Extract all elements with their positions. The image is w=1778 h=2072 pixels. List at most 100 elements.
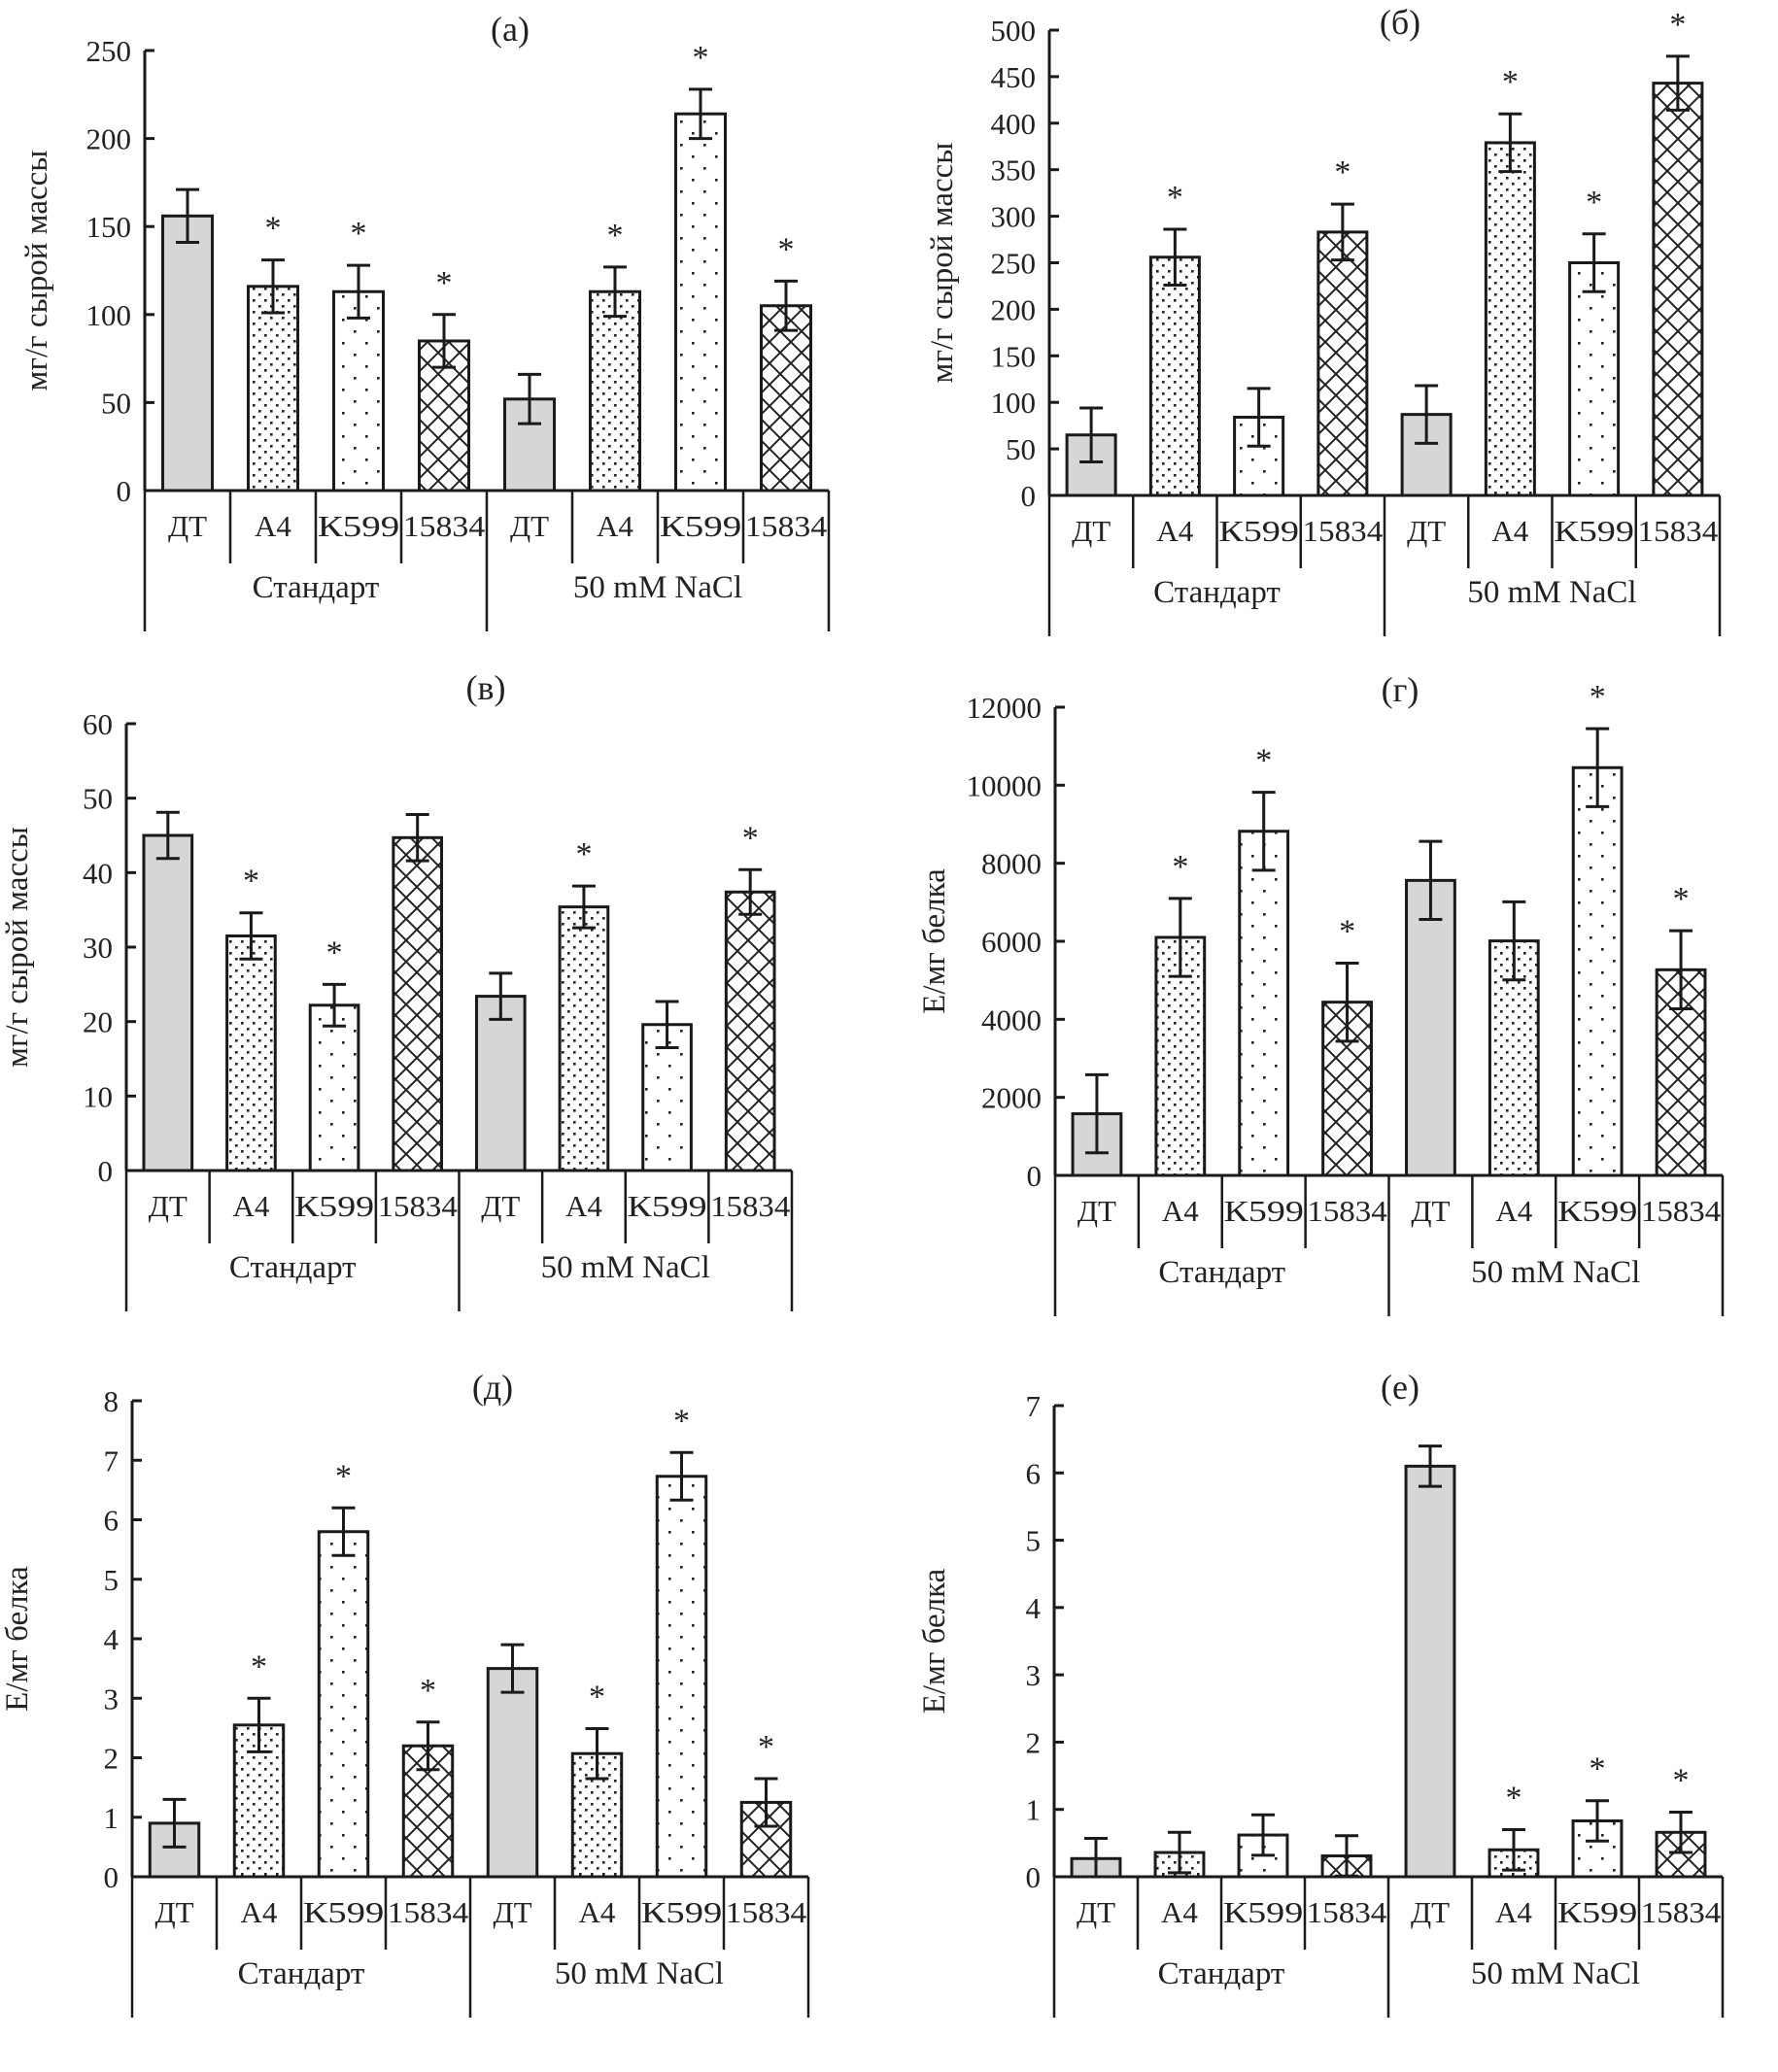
y-tick-label: 250	[86, 34, 132, 68]
x-tick-label: А4	[1161, 1895, 1198, 1929]
y-tick-label: 400	[991, 107, 1037, 141]
significance-marker: *	[265, 211, 282, 247]
x-tick-label: А4	[1156, 514, 1193, 548]
group-label: Стандарт	[238, 1956, 365, 1991]
y-tick-label: 0	[1027, 1159, 1043, 1193]
significance-marker: *	[673, 1403, 690, 1439]
x-tick-label: ДТ	[481, 1189, 520, 1223]
x-tick-label: ДТ	[168, 509, 207, 543]
significance-marker: *	[351, 216, 367, 252]
significance-marker: *	[1673, 881, 1690, 917]
bar	[474, 995, 527, 1172]
y-tick-label: 1	[1026, 1793, 1042, 1827]
x-tick-label: ДТ	[510, 509, 549, 543]
x-tick-label: К599	[1557, 1194, 1637, 1228]
x-tick-label: А4	[565, 1189, 602, 1223]
significance-marker: *	[1590, 1751, 1606, 1787]
bar	[331, 289, 386, 493]
y-tick-label: 7	[1026, 1389, 1042, 1423]
y-tick-label: 6	[1026, 1456, 1042, 1490]
y-tick-label: 4	[1026, 1591, 1042, 1625]
chart-panel-2: (б) мг/г сырой массы 0 50 100 150 200 250 300 350…	[925, 3, 1722, 636]
bar	[142, 833, 194, 1172]
x-tick-label: 15834	[1307, 1194, 1387, 1228]
y-tick-label: 10	[83, 1079, 113, 1113]
panel-title: (д)	[472, 1368, 513, 1407]
y-tick-label: 6000	[981, 925, 1042, 959]
x-tick-label: ДТ	[1411, 1895, 1450, 1929]
x-tick-label: ДТ	[1077, 1194, 1116, 1228]
significance-marker: *	[575, 836, 592, 872]
y-tick-label: 2	[104, 1742, 120, 1776]
bar	[1652, 82, 1704, 497]
bar	[1316, 230, 1369, 497]
y-tick-label: 350	[991, 153, 1037, 187]
group-label: Стандарт	[229, 1250, 357, 1285]
panel-title: (г)	[1382, 670, 1419, 709]
bar	[724, 890, 776, 1172]
x-tick-label: К599	[641, 1895, 723, 1929]
bar	[392, 835, 444, 1172]
significance-marker: *	[335, 1458, 352, 1494]
significance-marker: *	[758, 1729, 774, 1765]
group-label: 50 mM NaCl	[1467, 575, 1636, 610]
x-tick-label: 15834	[1641, 1194, 1722, 1228]
y-tick-label: 100	[991, 386, 1037, 420]
significance-marker: *	[436, 265, 453, 301]
y-tick-label: 200	[991, 292, 1037, 326]
bar	[558, 905, 610, 1172]
x-tick-label: А4	[1495, 1194, 1532, 1228]
x-tick-label: ДТ	[1072, 514, 1111, 548]
y-tick-label: 8000	[981, 847, 1042, 881]
x-tick-label: 15834	[745, 509, 828, 543]
bar	[588, 289, 642, 493]
y-tick-label: 200	[86, 122, 132, 156]
y-tick-label: 1	[104, 1801, 120, 1835]
x-tick-label: ДТ	[149, 1189, 188, 1223]
y-tick-label: 50	[83, 782, 113, 816]
y-tick-label: 0	[1021, 479, 1037, 513]
bar	[673, 112, 728, 493]
x-tick-label: А4	[1491, 514, 1528, 548]
bar	[1571, 765, 1624, 1177]
group-label: 50 mM NaCl	[573, 570, 742, 605]
panel-title: (в)	[466, 668, 506, 707]
x-tick-label: 15834	[1302, 514, 1383, 548]
y-tick-label: 20	[83, 1005, 113, 1039]
x-tick-label: ДТ	[1077, 1895, 1115, 1929]
x-tick-label: А4	[579, 1895, 616, 1929]
x-tick-label: ДТ	[1407, 514, 1446, 548]
y-tick-label: 50	[101, 386, 131, 420]
y-tick-label: 250	[991, 247, 1037, 281]
x-tick-label: 15834	[1641, 1895, 1722, 1929]
significance-marker: *	[589, 1679, 605, 1715]
significance-marker: *	[1586, 185, 1602, 221]
significance-marker: *	[742, 820, 759, 856]
y-tick-label: 50	[1006, 432, 1036, 466]
x-tick-label: 15834	[1307, 1895, 1387, 1929]
y-tick-label: 100	[86, 298, 132, 332]
significance-marker: *	[1172, 849, 1188, 885]
group-label: Стандарт	[1158, 1255, 1285, 1290]
x-tick-label: А4	[597, 509, 633, 543]
chart-panel-3: (в) мг/г сырой массы 0 10 20 30 40 50 60 ДТ А4 К599…	[0, 668, 794, 1311]
significance-marker: *	[1339, 913, 1355, 949]
y-tick-label: 40	[83, 856, 113, 890]
y-tick-label: 4	[104, 1622, 120, 1656]
x-tick-label: 15834	[378, 1189, 459, 1223]
x-tick-label: 15834	[403, 509, 486, 543]
chart-panel-4: (г) Е/мг белка 0 2000 4000 6000 8000 10000 12000…	[917, 670, 1725, 1316]
x-tick-label: ДТ	[493, 1895, 531, 1929]
x-tick-label: К599	[318, 509, 399, 543]
panel-title: (е)	[1381, 1368, 1419, 1407]
group-label: Стандарт	[1158, 1956, 1285, 1991]
bar	[486, 1667, 539, 1879]
significance-marker: *	[778, 231, 795, 267]
bar	[759, 304, 813, 493]
group-label: 50 mM NaCl	[1471, 1956, 1640, 1991]
panel-title: (б)	[1380, 3, 1420, 42]
chart-panel-1: (а) мг/г сырой массы 0 50 100 150 200 250 ДТ А4 К5…	[19, 10, 831, 631]
y-tick-label: 2000	[981, 1081, 1042, 1115]
